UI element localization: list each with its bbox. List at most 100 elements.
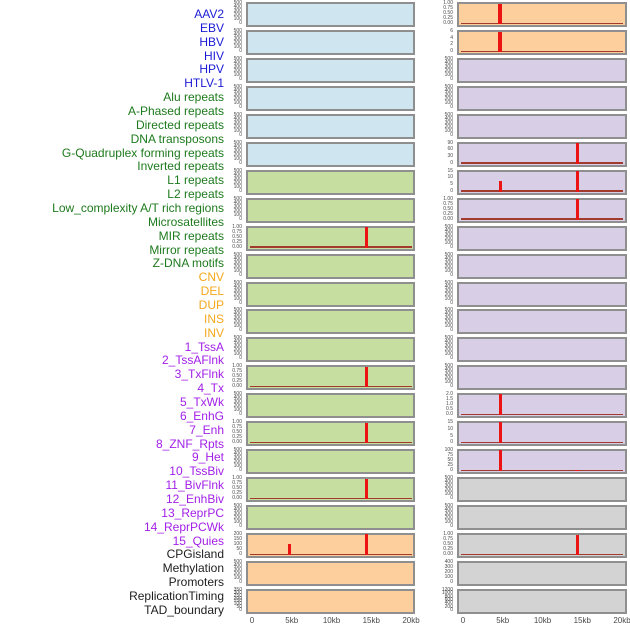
signal-baseline xyxy=(461,50,623,52)
y-tick-label: 200 xyxy=(233,39,242,46)
y-axis-ticks-ebv: 500 400 300 200 100 0 xyxy=(222,28,244,55)
y-tick-label: 400 xyxy=(444,227,453,234)
y-tick-label: 500 xyxy=(444,363,453,370)
panel-g-quadruplex-forming-repeats xyxy=(246,281,415,307)
y-tick-label: 400 xyxy=(233,115,242,122)
panel-ebv xyxy=(246,29,415,55)
row-label-14-reprpcwk: 14_ReprPCWk xyxy=(143,519,224,534)
y-axis-ticks-promoters: 1.00 0.75 0.50 0.25 0.00 xyxy=(433,531,455,558)
y-axis-ticks-11-bivflnk: 500 400 300 200 100 0 xyxy=(433,335,455,362)
y-tick-label: 100 xyxy=(444,71,453,78)
y-tick-label: 400 xyxy=(233,59,242,66)
x-axis-tick-label: 10kb xyxy=(322,616,341,625)
y-tick-label: 400 xyxy=(233,87,242,94)
y-tick-label: 1.0 xyxy=(446,401,453,408)
y-tick-label: 0 xyxy=(450,467,453,474)
y-tick-label: 0.75 xyxy=(443,5,453,11)
y-tick-label: 200 xyxy=(233,531,242,538)
panel-z-dna-motifs xyxy=(246,505,415,531)
x-axis-tick-label: 0 xyxy=(460,616,466,625)
y-axis-ticks-1-tssa: 500 400 300 200 100 0 xyxy=(433,55,455,83)
row-label-z-dna-motifs: Z-DNA motifs xyxy=(152,256,224,271)
y-tick-label: 0 xyxy=(450,131,453,138)
row-label-g-quadruplex-forming-repeats: G-Quadruplex forming repeats xyxy=(61,145,224,160)
y-tick-label: 500 xyxy=(444,335,453,342)
y-tick-label: 400 xyxy=(444,59,453,66)
y-tick-label: 50 xyxy=(447,457,453,464)
panel-14-reprpcwk xyxy=(457,421,627,447)
y-axis-ticks-3-txflnk: 500 400 300 200 100 0 xyxy=(433,112,455,139)
y-tick-label: 300 xyxy=(233,589,242,596)
y-tick-label: 300 xyxy=(444,564,453,570)
y-axis-ticks-l2-repeats: 1.00 0.75 0.50 0.25 0.00 xyxy=(222,363,244,390)
row-label-mir-repeats: MIR repeats xyxy=(158,228,224,243)
row-label-2-tssaflnk: 2_TssAFlnk xyxy=(161,353,224,368)
y-tick-label: 200 xyxy=(233,12,242,18)
signal-baseline xyxy=(461,553,623,556)
y-axis-ticks-15-quies: 100 75 50 25 0 xyxy=(433,447,455,474)
y-tick-label: 0.00 xyxy=(232,495,242,502)
y-tick-label: 500 xyxy=(444,55,453,62)
y-tick-label: 0 xyxy=(450,159,453,166)
panel-replicationtiming xyxy=(457,561,627,586)
y-tick-label: 0 xyxy=(450,579,453,585)
y-axis-ticks-alu-repeats: 500 400 300 200 100 0 xyxy=(222,168,244,195)
y-tick-label: 300 xyxy=(233,567,242,573)
y-axis-ticks-14-reprpcwk: 15 10 5 0 xyxy=(433,419,455,446)
y-tick-label: 400 xyxy=(444,255,453,262)
y-tick-label: 0 xyxy=(450,103,453,110)
y-axis-ticks-z-dna-motifs: 500 400 300 200 100 0 xyxy=(222,503,244,530)
y-tick-label: 0.00 xyxy=(232,383,242,390)
y-tick-label: 300 xyxy=(233,399,242,406)
signal-baseline xyxy=(461,162,623,164)
y-tick-label: 300 xyxy=(233,8,242,14)
y-axis-ticks-del: 500 400 300 200 100 0 xyxy=(222,559,244,586)
y-axis-ticks-directed-repeats: 1.00 0.75 0.50 0.25 0.00 xyxy=(222,224,244,251)
y-tick-label: 100 xyxy=(233,211,242,218)
row-label-promoters: Promoters xyxy=(168,575,224,590)
y-tick-label: 0.00 xyxy=(443,20,453,26)
y-tick-label: 0 xyxy=(450,327,453,334)
row-label-5-txwk: 5_TxWk xyxy=(179,394,224,409)
y-tick-label: 200 xyxy=(444,291,453,298)
x-axis-tick-label: 5kb xyxy=(285,616,299,625)
y-tick-label: 200 xyxy=(444,515,453,522)
y-tick-label: 0 xyxy=(239,75,242,82)
y-tick-label: 500 xyxy=(444,83,453,90)
y-tick-label: 100 xyxy=(444,267,453,274)
y-tick-label: 400 xyxy=(444,507,453,514)
y-tick-label: 0 xyxy=(239,551,242,558)
y-tick-label: 200 xyxy=(444,487,453,494)
y-tick-label: 1000 xyxy=(441,590,453,597)
y-tick-label: 100 xyxy=(233,541,242,548)
panel-microsatellites xyxy=(246,421,415,447)
y-tick-label: 500 xyxy=(233,559,242,565)
x-axis-tick-label: 20kb xyxy=(402,616,420,625)
row-label-inverted-repeats: Inverted repeats xyxy=(137,159,224,174)
y-tick-label: 300 xyxy=(444,483,453,490)
y-tick-label: 400 xyxy=(233,395,242,402)
y-tick-label: 0.50 xyxy=(232,233,242,240)
y-tick-label: 0 xyxy=(450,383,453,390)
y-tick-label: 500 xyxy=(233,279,242,286)
y-tick-label: 100 xyxy=(444,574,453,580)
panel-methylation xyxy=(457,505,627,531)
y-tick-label: 500 xyxy=(233,307,242,314)
y-tick-label: 100 xyxy=(444,351,453,358)
y-tick-label: 200 xyxy=(444,95,453,102)
y-tick-label: 0 xyxy=(239,47,242,54)
y-axis-ticks-inverted-repeats: 500 400 300 200 100 0 xyxy=(222,307,244,334)
y-tick-label: 100 xyxy=(233,127,242,134)
y-tick-label: 200 xyxy=(233,403,242,410)
signal-baseline xyxy=(250,441,412,444)
panel-l2-repeats xyxy=(246,365,415,391)
row-label-3-txflnk: 3_TxFlnk xyxy=(174,367,224,382)
y-tick-label: 200 xyxy=(444,67,453,74)
y-tick-label: 500 xyxy=(444,307,453,314)
signal-spike xyxy=(364,478,368,500)
y-axis-ticks-g-quadruplex-forming-repeats: 500 400 300 200 100 0 xyxy=(222,279,244,307)
signal-baseline xyxy=(461,190,623,192)
row-label-methylation: Methylation xyxy=(162,561,224,576)
x-axis-tick-label: 0 xyxy=(249,616,255,625)
